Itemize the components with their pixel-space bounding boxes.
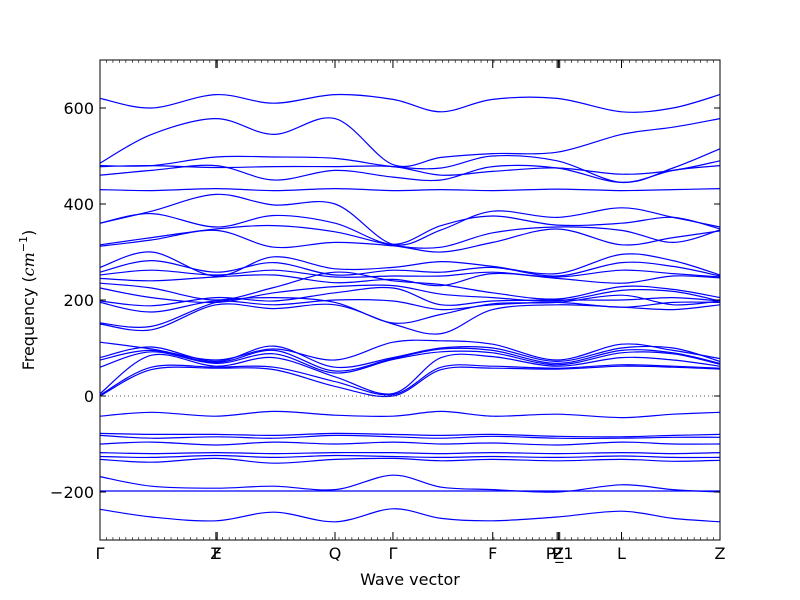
band-line-13	[99, 269, 721, 278]
plot-frame	[99, 59, 721, 541]
band-line-20	[99, 303, 721, 335]
x-tick-label-7: Z	[553, 544, 564, 563]
band-line-31	[99, 441, 721, 446]
x-tick-label-6: P	[552, 544, 562, 563]
y-axis-label: Frequency (cm−1)	[17, 230, 38, 371]
x-tick-label-2: F	[213, 544, 222, 563]
x-tick-label-3: Q	[329, 544, 342, 563]
x-tick-label-9: L	[617, 544, 626, 563]
y-tick-label-3: 400	[63, 195, 94, 214]
band-line-10	[99, 228, 721, 253]
x-tick-label-10: Z	[715, 544, 726, 563]
x-tick-label-8: P_1	[546, 544, 574, 564]
band-line-27	[99, 365, 721, 398]
y-tick-label-2: 200	[63, 291, 94, 310]
band-line-26	[99, 364, 721, 396]
x-tick-label-0: Γ	[96, 544, 105, 563]
band-line-30	[99, 434, 721, 440]
band-line-6	[99, 187, 721, 192]
band-line-2	[99, 117, 721, 168]
band-line-24	[99, 350, 721, 374]
band-line-23	[99, 347, 721, 372]
band-line-14	[99, 272, 721, 287]
band-line-21	[99, 339, 721, 361]
band-line-25	[99, 353, 721, 395]
band-line-32	[99, 451, 721, 455]
band-line-15	[99, 271, 721, 301]
x-tick-label-5: F	[488, 544, 497, 563]
x-axis-label: Wave vector	[360, 570, 460, 589]
band-line-29	[99, 432, 721, 438]
band-line-12	[99, 259, 721, 277]
band-line-7	[99, 193, 721, 246]
y-tick-label-4: 600	[63, 99, 94, 118]
band-line-8	[99, 212, 721, 245]
band-line-17	[99, 286, 721, 307]
y-tick-label-1: 0	[84, 387, 94, 406]
x-tick-label-4: Γ	[388, 544, 397, 563]
band-line-33	[99, 454, 721, 459]
band-line-34	[99, 457, 721, 464]
band-line-22	[99, 345, 721, 369]
band-lines	[99, 93, 721, 523]
y-tick-label-0: −200	[50, 483, 94, 502]
band-line-28	[99, 410, 721, 419]
band-line-19	[99, 294, 721, 328]
band-line-1	[99, 93, 721, 113]
band-line-5	[99, 164, 721, 184]
band-line-35	[99, 474, 721, 493]
band-line-37	[99, 508, 721, 523]
x-tick-label-1: Z	[210, 544, 221, 563]
band-line-4	[99, 160, 721, 176]
